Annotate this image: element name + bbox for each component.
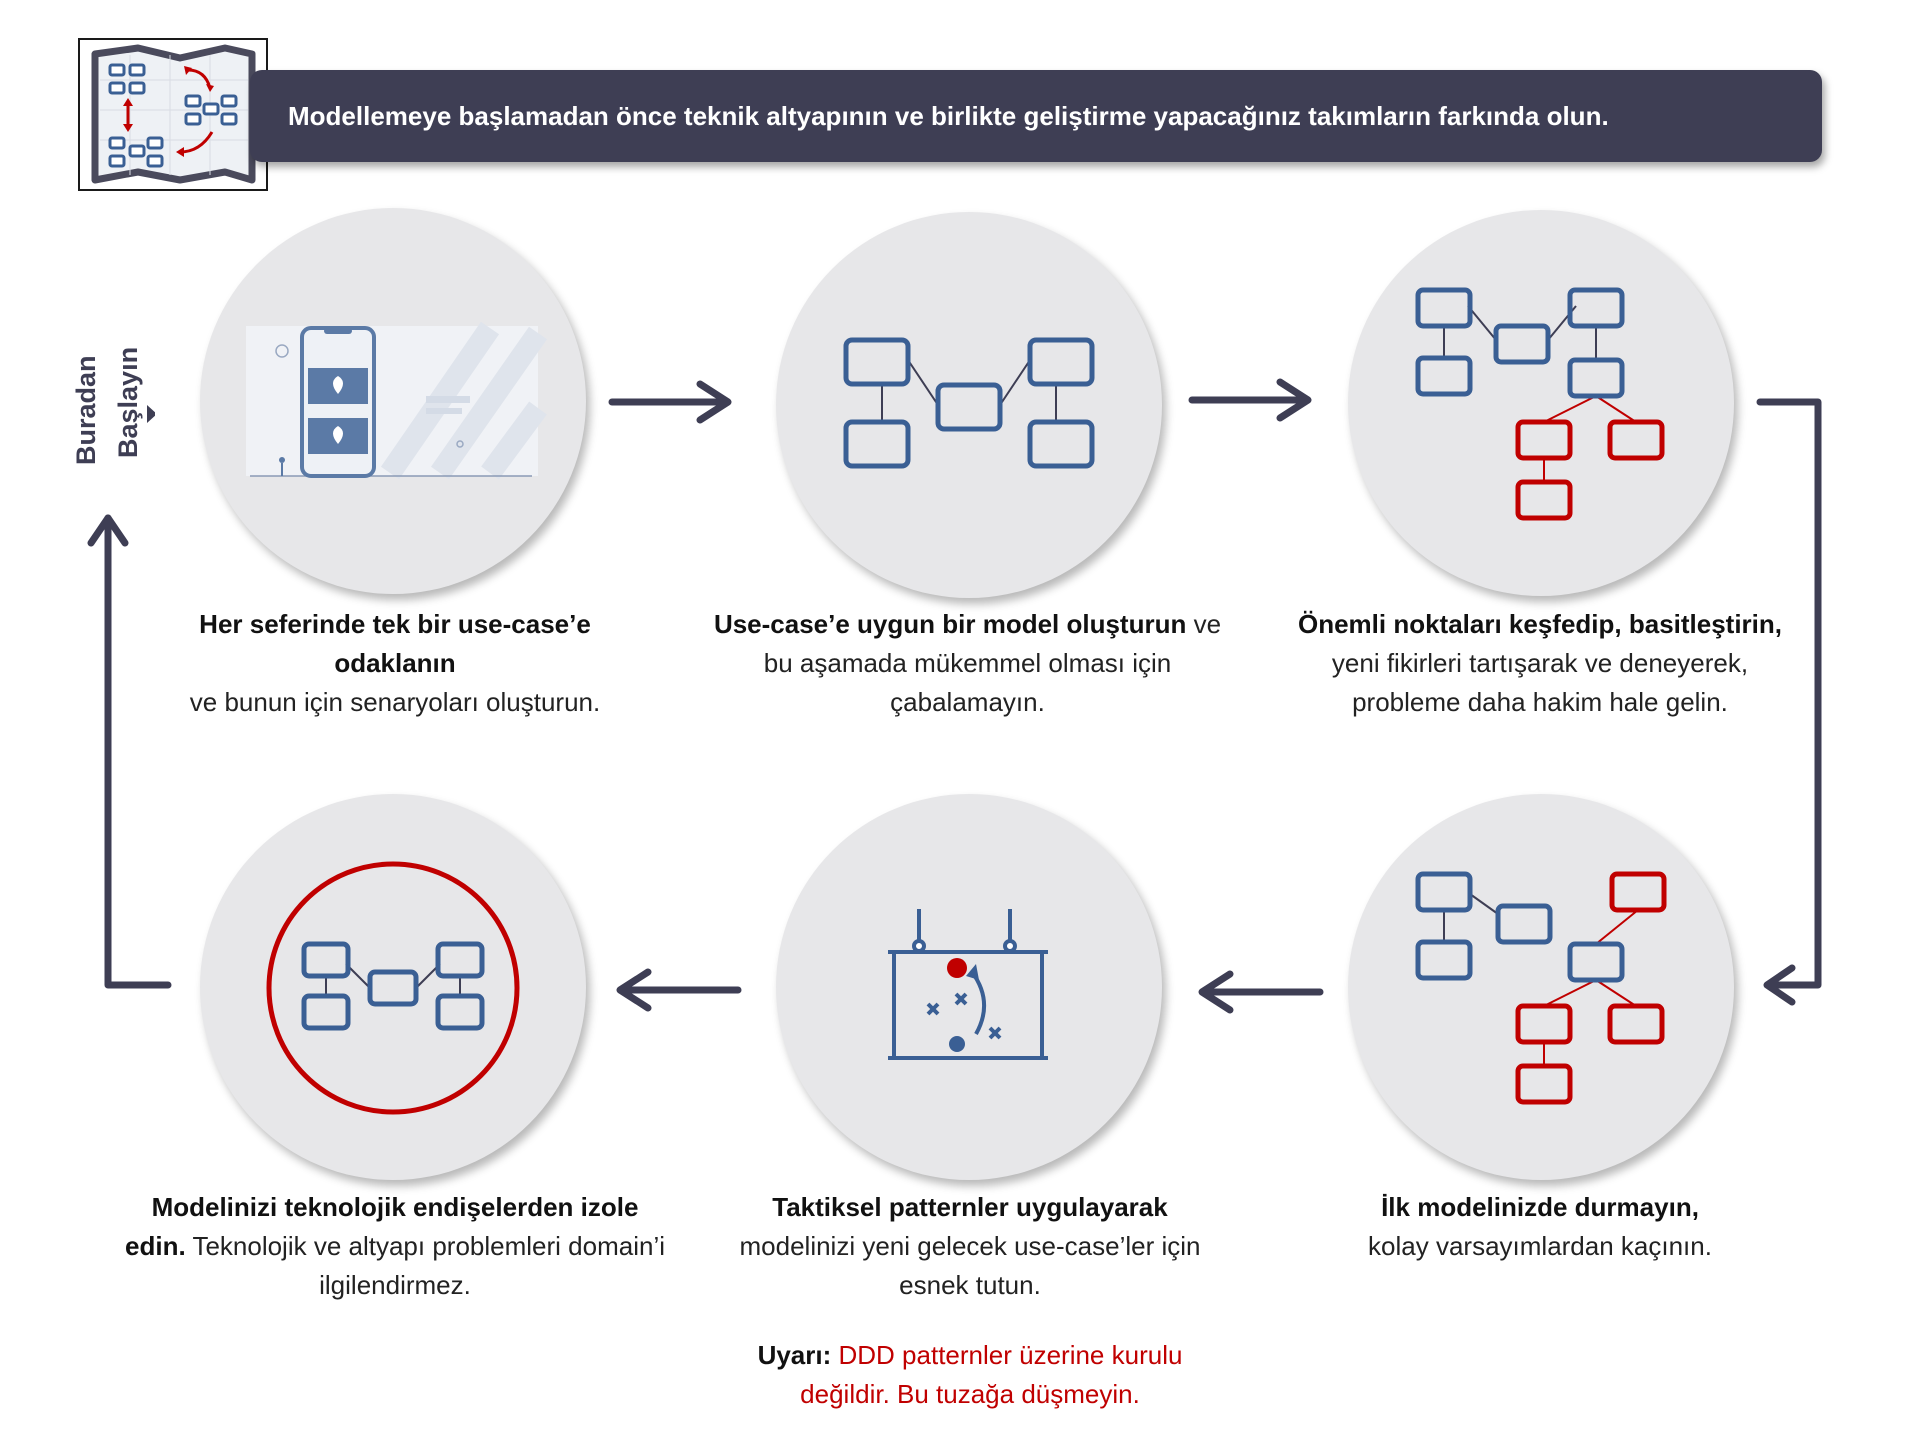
step-4-circle (1348, 794, 1734, 1180)
step-3-normal: yeni fikirleri tartışarak ve deneyerek, … (1331, 648, 1749, 717)
step-4-bold: İlk modelinizde durmayın, (1381, 1192, 1699, 1222)
step-5-circle (776, 794, 1162, 1180)
arrowhead-4-to-5 (1198, 970, 1234, 1014)
isolated-model-icon (266, 861, 520, 1115)
step-3-text: Önemli noktaları keşfedip, basitleştirin… (1280, 605, 1800, 722)
arrowhead-5-to-6 (616, 968, 652, 1012)
step-6-circle (200, 794, 586, 1180)
logo-map-icon (78, 38, 268, 191)
step-1-circle (200, 208, 586, 594)
warning-bold: Uyarı: (757, 1340, 832, 1370)
arrowhead-3-to-4 (1763, 964, 1796, 1006)
step-1-text: Her seferinde tek bir use-case’e odaklan… (140, 605, 650, 722)
step-2-bold: Use-case’e uygun bir model oluşturun (713, 609, 1187, 639)
banner-text: Modellemeye başlamadan önce teknik altya… (288, 101, 1609, 131)
step-2-circle (776, 212, 1162, 598)
step-1-bold: Her seferinde tek bir use-case’e odaklan… (199, 609, 591, 678)
start-label: Buradan Başlayın (65, 330, 157, 490)
header-banner: Modellemeye başlamadan önce teknik altya… (250, 70, 1822, 162)
phone-scenario-icon (246, 321, 548, 480)
start-label-line1: Buradan (71, 355, 101, 465)
start-label-line2: Başlayın (113, 347, 143, 458)
arrowhead-6-to-1 (87, 514, 129, 547)
iterated-model-icon (1415, 871, 1667, 1105)
step-3-bold: Önemli noktaları keşfedip, basitleştirin… (1297, 609, 1783, 639)
step-1-normal: ve bunun için senaryoları oluşturun. (189, 687, 601, 717)
arrowhead-2-to-3 (1276, 378, 1312, 422)
step-5-bold: Taktiksel patternler uygulayarak (772, 1192, 1168, 1222)
step-2-normal: ve bu aşamada mükemmel olması için çabal… (763, 609, 1222, 717)
warning-normal: DDD patternler üzerine kurulu değildir. … (800, 1340, 1183, 1409)
step-5-normal: modelinizi yeni gelecek use-case’ler içi… (739, 1231, 1201, 1300)
step-4-normal: kolay varsayımlardan kaçının. (1368, 1231, 1712, 1261)
step-4-text: İlk modelinizde durmayın, kolay varsayım… (1300, 1188, 1780, 1266)
tactics-board-icon (888, 909, 1048, 1060)
arrowhead-1-to-2 (696, 380, 732, 424)
arrow-6-to-1 (104, 514, 172, 989)
step-3-circle (1348, 210, 1734, 596)
simple-model-icon (843, 337, 1095, 469)
step-5-text: Taktiksel patternler uygulayarak modelin… (710, 1188, 1230, 1305)
step-6-normal: Teknolojik ve altyapı problemleri domain… (192, 1231, 665, 1300)
step-2-text: Use-case’e uygun bir model oluşturun ve … (705, 605, 1230, 722)
step-6-bold: Modelinizi teknolojik endişelerden izole… (125, 1192, 639, 1261)
arrow-3-to-4 (1756, 398, 1822, 989)
warning-text: Uyarı: DDD patternler üzerine kurulu değ… (710, 1336, 1230, 1414)
step-6-text: Modelinizi teknolojik endişelerden izole… (125, 1188, 665, 1305)
exploring-model-icon (1415, 287, 1665, 521)
